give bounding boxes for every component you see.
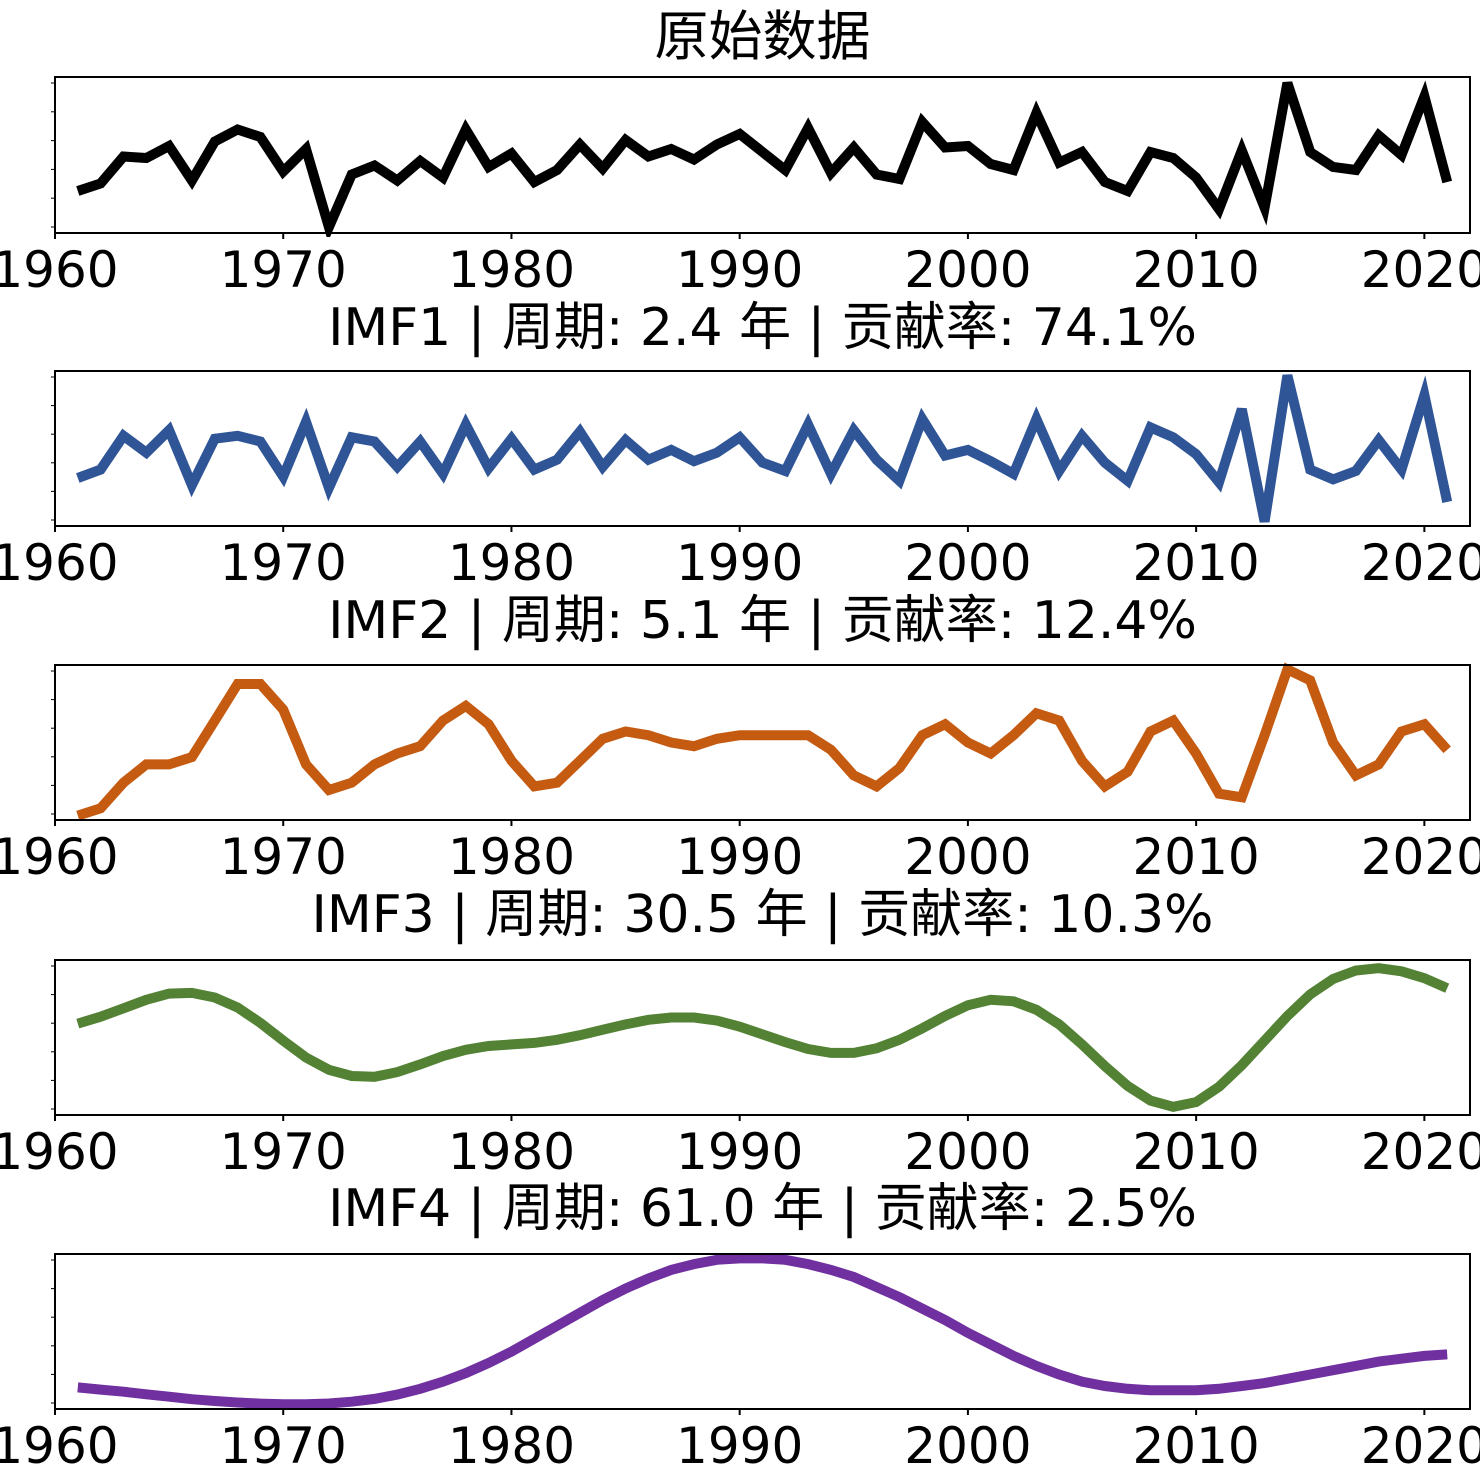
x-tick-label: 2020	[1361, 1123, 1480, 1181]
x-tick-label: 2010	[1133, 1123, 1260, 1181]
x-tick-label: 2010	[1133, 1417, 1260, 1470]
x-tick-label: 1980	[448, 241, 575, 299]
x-tick-label: 1960	[0, 241, 119, 299]
x-tick-label: 1990	[676, 241, 803, 299]
chart-panel-0: 原始数据 1960 1970 1980 1990 2000 2010 2020	[0, 5, 1480, 299]
x-tick-label: 1970	[220, 241, 347, 299]
x-tick-label: 1980	[448, 534, 575, 592]
x-tick-label: 1980	[448, 828, 575, 886]
x-tick-label: 2020	[1361, 828, 1480, 886]
series-line-1	[76, 374, 1453, 523]
axes-frame-4	[54, 1253, 1471, 1410]
axes-frame-0	[54, 76, 1471, 234]
x-tick-label: 1960	[0, 1123, 119, 1181]
axes-frame-3	[54, 959, 1471, 1116]
x-tick-label: 2000	[904, 1417, 1031, 1470]
x-tick-label: 1990	[676, 1417, 803, 1470]
panel-title-2: IMF2 | 周期: 5.1 年 | 贡献率: 12.4%	[328, 591, 1197, 651]
series-line-3	[76, 963, 1450, 1112]
x-tick-label: 1990	[676, 1123, 803, 1181]
x-tick-label: 2010	[1133, 828, 1260, 886]
x-tick-label: 2010	[1133, 241, 1260, 299]
x-tick-label: 2000	[904, 241, 1031, 299]
x-tick-label: 1990	[676, 828, 803, 886]
x-tick-label: 2000	[904, 1123, 1031, 1181]
x-tick-label: 2000	[904, 828, 1031, 886]
x-tick-label: 1990	[676, 534, 803, 592]
x-tick-label: 2020	[1361, 534, 1480, 592]
chart-panel-1: IMF1 | 周期: 2.4 年 | 贡献率: 74.1% 1960 1970 198…	[0, 298, 1480, 592]
x-tick-label: 2000	[904, 534, 1031, 592]
panel-title-1: IMF1 | 周期: 2.4 年 | 贡献率: 74.1%	[328, 298, 1197, 358]
x-tick-label: 1960	[0, 828, 119, 886]
panel-title-0: 原始数据	[655, 5, 871, 68]
chart-panel-3: IMF3 | 周期: 30.5 年 | 贡献率: 10.3% 1960 1970 19…	[0, 885, 1480, 1181]
chart-panel-2: IMF2 | 周期: 5.1 年 | 贡献率: 12.4% 1960 1970 198…	[0, 591, 1480, 886]
series-line-2	[76, 662, 1451, 821]
x-tick-label: 1970	[220, 1417, 347, 1470]
chart-panel-4: IMF4 | 周期: 61.0 年 | 贡献率: 2.5% 1960 1970 198…	[0, 1179, 1480, 1470]
axes-frame-1	[54, 370, 1471, 527]
axes-frame-2	[54, 664, 1471, 821]
x-tick-label: 2020	[1361, 1417, 1480, 1470]
x-tick-label: 2010	[1133, 534, 1260, 592]
panel-title-3: IMF3 | 周期: 30.5 年 | 贡献率: 10.3%	[312, 885, 1214, 945]
x-tick-label: 1970	[220, 828, 347, 886]
x-tick-label: 1960	[0, 1417, 119, 1470]
x-tick-label: 1980	[448, 1123, 575, 1181]
panel-title-4: IMF4 | 周期: 61.0 年 | 贡献率: 2.5%	[328, 1179, 1197, 1239]
x-tick-label: 1970	[220, 534, 347, 592]
series-line-0	[76, 80, 1453, 237]
x-tick-label: 1960	[0, 534, 119, 592]
x-tick-label: 2020	[1361, 241, 1480, 299]
x-tick-label: 1970	[220, 1123, 347, 1181]
x-tick-label: 1980	[448, 1417, 575, 1470]
series-line-4	[77, 1253, 1448, 1410]
